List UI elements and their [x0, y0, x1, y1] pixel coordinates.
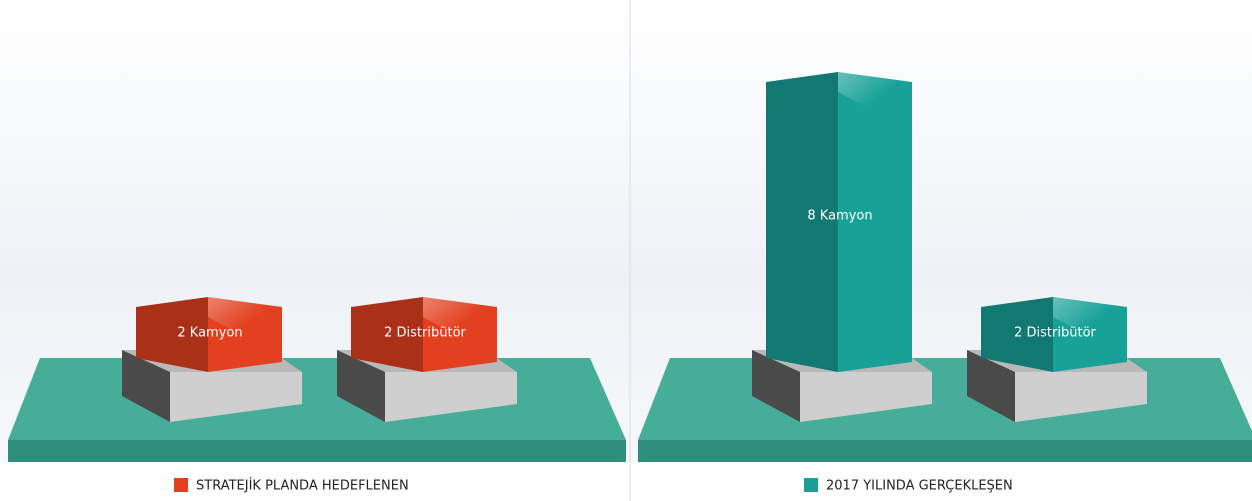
pedestal-left	[337, 350, 385, 422]
platform-front	[8, 440, 626, 462]
pedestal-front	[800, 372, 932, 422]
legend-label: 2017 YILINDA GERÇEKLEŞEN	[826, 479, 1013, 494]
legend-label: STRATEJİK PLANDA HEDEFLENEN	[196, 478, 409, 494]
pedestal-front	[170, 372, 302, 422]
panel: 8 Kamyon 2 Distribütör 2017 YILINDA GERÇEK…	[638, 72, 1252, 494]
bar-shine	[208, 297, 282, 357]
bar-left	[351, 297, 423, 372]
bar-left	[766, 72, 838, 372]
bar-shine	[423, 297, 497, 357]
value-label: 2 Kamyon	[177, 326, 242, 341]
legend-swatch	[804, 478, 818, 492]
pedestal-front	[385, 372, 517, 422]
bar-shine	[1053, 297, 1127, 357]
platform-front	[638, 440, 1252, 462]
platform-top	[8, 358, 626, 440]
pedestal-left	[752, 350, 800, 422]
bar-left	[981, 297, 1053, 372]
panel: 2 Kamyon 2 Distribütör STRATEJİK PLANDA HE…	[8, 297, 626, 494]
pedestal-left	[967, 350, 1015, 422]
pedestal-front	[1015, 372, 1147, 422]
bar-shine	[838, 72, 912, 132]
value-label: 8 Kamyon	[807, 209, 872, 224]
pedestal-left	[122, 350, 170, 422]
legend-swatch	[174, 478, 188, 492]
value-label: 2 Distribütör	[384, 326, 466, 341]
value-label: 2 Distribütör	[1014, 326, 1096, 341]
bar-left	[136, 297, 208, 372]
platform-top	[638, 358, 1252, 440]
bar-right	[838, 72, 912, 372]
